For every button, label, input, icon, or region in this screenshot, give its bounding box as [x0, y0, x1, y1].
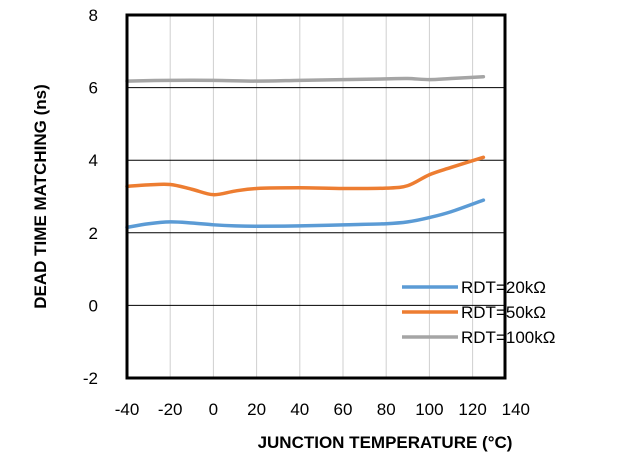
y-tick-label: -2 — [83, 369, 98, 388]
x-tick-label: 60 — [334, 400, 353, 419]
x-tick-label: -40 — [115, 400, 140, 419]
y-tick-label: 0 — [89, 296, 98, 315]
legend-label-0: RDT=20kΩ — [461, 278, 546, 297]
legend: RDT=20kΩ RDT=50kΩ RDT=100kΩ — [402, 278, 555, 347]
y-tick-labels: -2 0 2 4 6 8 — [83, 6, 98, 388]
x-tick-label: -20 — [158, 400, 183, 419]
x-tick-labels: -40 -20 0 20 40 60 80 100 120 140 — [115, 400, 530, 419]
series-lines — [125, 74, 486, 230]
x-tick-label: 140 — [502, 400, 530, 419]
x-tick-label: 20 — [247, 400, 266, 419]
series-line-0 — [125, 198, 486, 230]
series-line-2 — [125, 74, 486, 83]
series-line-1 — [125, 155, 486, 197]
y-tick-label: 6 — [89, 79, 98, 98]
y-tick-label: 2 — [89, 224, 98, 243]
x-tick-label: 100 — [415, 400, 443, 419]
y-axis-title: DEAD TIME MATCHING (ns) — [31, 84, 50, 308]
x-tick-label: 40 — [290, 400, 309, 419]
x-tick-label: 120 — [458, 400, 486, 419]
x-axis-title: JUNCTION TEMPERATURE (°C) — [258, 433, 513, 452]
x-tick-label: 0 — [209, 400, 218, 419]
x-tick-label: 80 — [377, 400, 396, 419]
legend-label-1: RDT=50kΩ — [461, 303, 546, 322]
y-tick-label: 8 — [89, 6, 98, 25]
legend-label-2: RDT=100kΩ — [461, 328, 555, 347]
plot-area-frame — [125, 13, 507, 380]
grid-lines — [127, 15, 505, 378]
y-tick-label: 4 — [89, 151, 98, 170]
